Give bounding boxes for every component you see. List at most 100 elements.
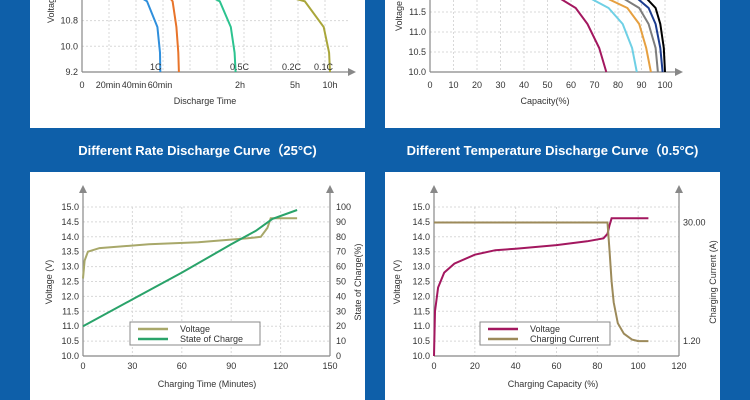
y2-tick-label: 10 [336, 336, 346, 346]
series-line-4 [637, 0, 664, 73]
y2-axis-arrow [326, 185, 334, 193]
x-axis-arrow [675, 68, 683, 76]
y2-tick-label: 90 [336, 217, 346, 227]
y-tick-label: 11.0 [62, 321, 79, 331]
y-axis-label: Voltage (V) [44, 260, 54, 305]
x-tick-label: 0 [79, 80, 84, 90]
x-tick-label: 20min [96, 80, 121, 90]
x-tick-label: 0 [431, 361, 436, 371]
y-tick-label: 10.5 [61, 336, 79, 346]
y2-tick-label: 60 [336, 262, 346, 272]
series-label: 0.1C [314, 62, 334, 72]
series-line-0 [560, 0, 608, 73]
y-tick-label: 10.8 [60, 16, 78, 26]
x-axis-label: Charging Capacity (%) [508, 379, 599, 389]
temperature-discharge-chart: 0 10 20 30 40 50 60 70 80 90 100 10.0 10.5 11.0 11.5 Vo… [394, 0, 683, 106]
legend-label: Charging Current [530, 334, 600, 344]
y-tick-label: 10.0 [412, 351, 430, 361]
series-label: 0.5C [230, 62, 250, 72]
x-tick-label: 100 [631, 361, 646, 371]
y-tick-label: 11.0 [413, 321, 430, 331]
temperature-discharge-section-title: Different Temperature Discharge Curve（0.… [406, 143, 699, 158]
charge-capacity-chart-panel: 0 20 40 60 80 100 120 10.0 10.5 11.0 11.5 12.0 12.5 1… [385, 172, 720, 400]
x-tick-label: 60 [177, 361, 187, 371]
series-line-voltage [433, 217, 649, 357]
x-tick-label: 120 [671, 361, 686, 371]
legend-label: Voltage [530, 324, 560, 334]
y2-tick-label: 50 [336, 277, 346, 287]
x-tick-label: 40 [519, 80, 529, 90]
y-tick-label: 12.5 [412, 277, 430, 287]
x-axis-label: Capacity(%) [520, 96, 569, 106]
y-tick-label: 11.5 [62, 306, 79, 316]
x-axis-label: Discharge Time [174, 96, 237, 106]
y-tick-label: 11.0 [409, 27, 426, 37]
x-tick-label: 150 [322, 361, 337, 371]
charge-capacity-chart: 0 20 40 60 80 100 120 10.0 10.5 11.0 11.5 12.0 12.5 1… [392, 185, 718, 389]
x-tick-label: 40min [122, 80, 147, 90]
y2-tick-label: 30 [336, 306, 346, 316]
charge-time-chart: 0 30 60 90 120 150 10.0 10.5 11.0 11.5 12.0 12.5 13.… [44, 185, 363, 389]
x-tick-label: 10 [448, 80, 458, 90]
y2-tick-label: 70 [336, 247, 346, 257]
series-line-0_5C [170, 0, 180, 73]
y-axis-label: Voltage [394, 1, 404, 31]
x-tick-label: 70 [589, 80, 599, 90]
y2-tick-label: 100 [336, 202, 351, 212]
y2-tick-label: 30.00 [683, 217, 706, 227]
x-tick-label: 100 [657, 80, 672, 90]
y-tick-label: 15.0 [412, 202, 430, 212]
rate-discharge-chart-panel: 9.210.010.811.6Voltage020min40min60min2h… [30, 0, 365, 128]
x-tick-label: 90 [226, 361, 236, 371]
y2-tick-label: 80 [336, 232, 346, 242]
y-tick-label: 12.5 [61, 277, 79, 287]
y-tick-label: 13.0 [412, 262, 430, 272]
x-tick-label: 60min [148, 80, 173, 90]
y-axis-label: Voltage (V) [392, 260, 402, 305]
series-line-1 [591, 0, 638, 73]
x-tick-label: 80 [613, 80, 623, 90]
series-line-0_2C [215, 0, 237, 73]
y-tick-label: 14.0 [61, 232, 79, 242]
y-tick-label: 9.2 [65, 67, 78, 77]
x-axis-label: Charging Time (Minutes) [158, 379, 257, 389]
rate-discharge-chart: 9.210.010.811.6Voltage020min40min60min2h… [46, 0, 356, 106]
y-tick-label: 13.5 [412, 247, 430, 257]
y-tick-label: 10.5 [408, 47, 426, 57]
y-tick-label: 10.0 [60, 41, 78, 51]
y-tick-label: 12.0 [412, 291, 430, 301]
x-tick-label: 90 [636, 80, 646, 90]
x-tick-label: 80 [592, 361, 602, 371]
y-axis-label: Voltage [46, 0, 56, 23]
y-tick-label: 11.5 [409, 7, 426, 17]
series-line-5 [646, 0, 666, 73]
x-tick-label: 60 [566, 80, 576, 90]
y-tick-label: 15.0 [61, 202, 79, 212]
legend-label: Voltage [180, 324, 210, 334]
charge-time-chart-panel: 0 30 60 90 120 150 10.0 10.5 11.0 11.5 12.0 12.5 13.… [30, 172, 365, 400]
y2-axis-label: State of Charge(%) [353, 243, 363, 320]
series-line-0_1C [296, 0, 331, 73]
y-tick-label: 14.5 [61, 217, 79, 227]
y2-tick-label: 1.20 [683, 336, 701, 346]
y2-axis-arrow [675, 185, 683, 193]
x-tick-label: 40 [511, 361, 521, 371]
y-tick-label: 14.0 [412, 232, 430, 242]
y-tick-label: 12.0 [61, 291, 79, 301]
y2-tick-label: 40 [336, 291, 346, 301]
series-line-2 [608, 0, 652, 73]
rate-discharge-section-title: Different Rate Discharge Curve（25°C) [78, 143, 317, 158]
legend-label: State of Charge [180, 334, 243, 344]
x-tick-label: 30 [127, 361, 137, 371]
y-axis-arrow [430, 185, 438, 193]
series-line-3 [624, 0, 659, 73]
y-tick-label: 13.5 [61, 247, 79, 257]
series-line-voltage [82, 217, 298, 279]
y-tick-label: 10.0 [61, 351, 79, 361]
x-tick-label: 50 [542, 80, 552, 90]
y-tick-label: 10.0 [408, 67, 426, 77]
series-line-charging-current [434, 221, 649, 343]
y2-tick-label: 20 [336, 321, 346, 331]
x-tick-label: 60 [551, 361, 561, 371]
y-tick-label: 13.0 [61, 262, 79, 272]
